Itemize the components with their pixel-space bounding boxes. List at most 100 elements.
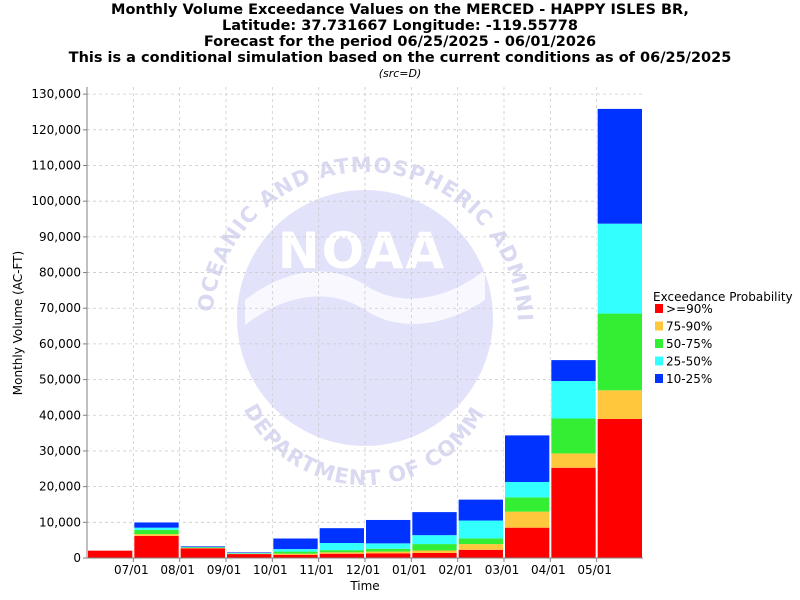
bar-2026-02-s4 xyxy=(458,499,504,521)
legend-swatch-1 xyxy=(655,321,663,331)
bar-stacks xyxy=(87,107,644,559)
bar-2025-11-s1 xyxy=(319,552,365,554)
bar-2025-12-s4 xyxy=(365,519,411,544)
bar-2026-02-s2 xyxy=(458,538,504,545)
bar-2026-05-s3 xyxy=(597,223,643,314)
legend-label-4: 10-25% xyxy=(666,372,712,386)
legend-label-0: >=90% xyxy=(666,302,713,316)
bar-2025-06-s0 xyxy=(87,550,133,558)
bar-2026-03-s1 xyxy=(504,511,550,528)
legend-label-1: 75-90% xyxy=(666,320,712,334)
bar-2026-02-s3 xyxy=(458,520,504,539)
x-tick-label-6: 01/01 xyxy=(392,563,427,577)
bar-2025-08-s0 xyxy=(180,548,226,558)
y-tick-label-8: 80,000 xyxy=(39,266,81,280)
legend-title: Exceedance Probability xyxy=(653,290,793,304)
x-tick-labels: 07/01 08/01 09/01 10/01 11/01 12/01 01/01 02/01… xyxy=(114,558,612,577)
bar-2025-10-s3 xyxy=(272,549,319,552)
chart-title-line-1: Monthly Volume Exceedance Values on the … xyxy=(111,2,689,18)
legend-swatch-4 xyxy=(655,374,663,383)
x-tick-label-7: 02/01 xyxy=(438,563,473,577)
x-tick-label-1: 08/01 xyxy=(160,563,195,577)
chart-title-line-3: Forecast for the period 06/25/2025 - 06/… xyxy=(203,34,597,50)
bar-2026-03-s2 xyxy=(504,497,550,512)
legend-swatch-3 xyxy=(655,356,663,366)
bar-2025-10-s4 xyxy=(272,538,319,550)
y-tick-label-7: 70,000 xyxy=(39,301,81,315)
chart-title-line-2: Latitude: 37.731667 Longitude: -119.5577… xyxy=(222,18,578,34)
bar-2025-10-s2 xyxy=(272,551,319,554)
chart-title-line-4: This is a conditional simulation based o… xyxy=(68,50,732,66)
legend: Exceedance Probability >=90% 75-90% 50-75%… xyxy=(653,290,793,386)
bar-2025-07-s0 xyxy=(133,535,180,558)
x-tick-label-9: 04/01 xyxy=(531,563,566,577)
y-tick-label-12: 120,000 xyxy=(31,123,81,137)
x-tick-label-10: 05/01 xyxy=(577,563,612,577)
bar-2026-03-s4 xyxy=(504,434,550,482)
legend-label-2: 50-75% xyxy=(666,337,712,351)
bar-2026-05-s1 xyxy=(597,390,643,419)
bar-2025-12-s3 xyxy=(365,543,411,549)
bar-2026-02-s1 xyxy=(458,544,504,550)
y-tick-label-2: 20,000 xyxy=(39,480,81,494)
legend-label-3: 25-50% xyxy=(666,355,712,369)
x-tick-label-3: 10/01 xyxy=(253,563,288,577)
bar-2026-05-s0 xyxy=(597,418,643,558)
noaa-logo-text: NOAA xyxy=(278,222,446,280)
x-tick-label-0: 07/01 xyxy=(114,563,149,577)
x-tick-label-5: 12/01 xyxy=(346,563,381,577)
bar-2025-11-s0 xyxy=(319,553,365,558)
bar-2025-11-s2 xyxy=(319,550,365,553)
x-axis-label: Time xyxy=(349,579,379,593)
x-tick-label-8: 03/01 xyxy=(485,563,520,577)
y-tick-label-13: 130,000 xyxy=(31,87,81,101)
bar-2025-11-s4 xyxy=(319,527,365,544)
y-tick-label-5: 50,000 xyxy=(39,373,81,387)
bar-2026-01-s4 xyxy=(411,511,458,536)
bar-2026-03-s0 xyxy=(504,527,550,558)
bar-2025-08-s4 xyxy=(180,545,226,548)
bar-2025-10-s0 xyxy=(272,554,319,558)
y-tick-label-10: 100,000 xyxy=(31,194,81,208)
y-tick-label-1: 10,000 xyxy=(39,515,81,529)
bar-2026-05-s4 xyxy=(597,108,643,224)
bar-2026-01-s3 xyxy=(411,535,458,545)
y-tick-label-11: 110,000 xyxy=(31,159,81,173)
bar-2025-09-s0 xyxy=(226,554,272,558)
bar-2026-05-s2 xyxy=(597,313,643,391)
bar-2026-01-s2 xyxy=(411,544,458,551)
bar-2025-12-s2 xyxy=(365,548,411,552)
y-tick-label-4: 40,000 xyxy=(39,408,81,422)
x-tick-label-2: 09/01 xyxy=(207,563,242,577)
y-tick-label-3: 30,000 xyxy=(39,444,81,458)
y-axis-label: Monthly Volume (AC-FT) xyxy=(11,251,25,395)
y-tick-label-9: 90,000 xyxy=(39,230,81,244)
chart-header: Monthly Volume Exceedance Values on the … xyxy=(0,2,800,81)
source-note: (src=D) xyxy=(378,67,422,80)
bar-2025-11-s3 xyxy=(319,543,365,551)
bar-2026-02-s0 xyxy=(458,549,504,558)
bar-2025-10-s1 xyxy=(272,553,319,555)
y-tick-label-6: 60,000 xyxy=(39,337,81,351)
y-tick-label-0: 0 xyxy=(73,551,81,565)
bar-2025-07-s1 xyxy=(133,534,180,536)
bar-2026-04-s1 xyxy=(550,453,597,468)
legend-swatch-2 xyxy=(655,339,663,348)
bar-2026-04-s4 xyxy=(550,359,597,382)
bar-2025-07-s4 xyxy=(133,521,180,528)
bar-2026-03-s3 xyxy=(504,481,550,498)
bar-2026-04-s2 xyxy=(550,418,597,454)
bar-2025-12-s0 xyxy=(365,553,411,558)
bar-2026-04-s3 xyxy=(550,381,597,419)
bar-2025-08-s2 xyxy=(180,547,226,549)
bar-2026-01-s1 xyxy=(411,550,458,554)
bar-2025-07-s2 xyxy=(133,529,180,535)
legend-swatch-0 xyxy=(655,304,663,313)
x-tick-label-4: 11/01 xyxy=(299,563,334,577)
bar-2026-04-s0 xyxy=(550,467,597,558)
bar-2026-01-s0 xyxy=(411,553,458,558)
y-tick-labels: 0 10,000 20,000 30,000 40,000 50,000 60,000 70,… xyxy=(31,87,87,565)
bar-2025-07-s3 xyxy=(133,527,180,530)
bar-2025-09-s4 xyxy=(226,551,272,554)
